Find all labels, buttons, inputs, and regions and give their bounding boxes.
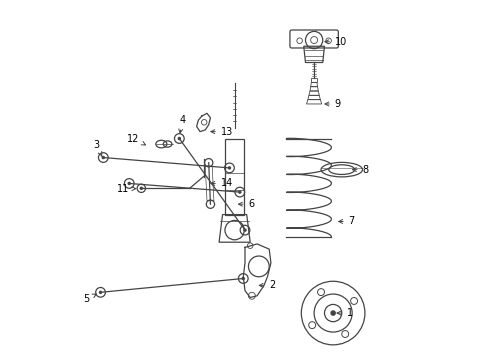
Text: 4: 4 <box>179 114 185 133</box>
Text: 6: 6 <box>239 199 255 209</box>
Circle shape <box>242 278 245 279</box>
Circle shape <box>128 183 130 184</box>
Text: 9: 9 <box>325 99 341 109</box>
Text: 14: 14 <box>211 179 233 188</box>
Circle shape <box>140 187 143 189</box>
Circle shape <box>228 167 230 169</box>
Circle shape <box>239 191 241 193</box>
Text: 10: 10 <box>325 37 347 47</box>
Text: 7: 7 <box>339 216 355 226</box>
Text: 3: 3 <box>94 140 102 156</box>
Text: 8: 8 <box>352 165 368 175</box>
Circle shape <box>102 157 104 158</box>
Text: 13: 13 <box>211 127 233 136</box>
Circle shape <box>331 311 335 315</box>
Circle shape <box>99 291 101 293</box>
Text: 1: 1 <box>337 308 353 318</box>
Text: 2: 2 <box>259 280 275 291</box>
Circle shape <box>178 138 180 140</box>
Circle shape <box>244 229 246 231</box>
Text: 5: 5 <box>83 294 97 304</box>
Text: 12: 12 <box>127 134 146 145</box>
Text: 11: 11 <box>117 184 136 194</box>
